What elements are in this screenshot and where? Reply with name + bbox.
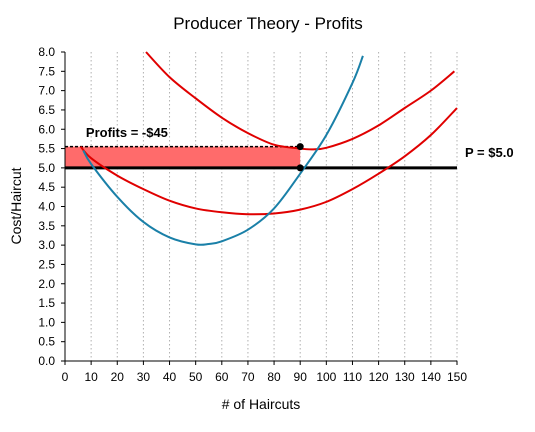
y-tick-label: 1.0 xyxy=(38,315,55,329)
y-tick-label: 6.5 xyxy=(38,103,55,117)
y-tick-label: 5.0 xyxy=(38,161,55,175)
chart-title: Producer Theory - Profits xyxy=(173,14,363,33)
profits-annotation: Profits = -$45 xyxy=(86,125,168,140)
y-tick-label: 3.0 xyxy=(38,238,55,252)
cost-curve-2 xyxy=(79,107,458,216)
y-tick-label: 7.5 xyxy=(38,64,55,78)
price-label: P = $5.0 xyxy=(465,145,514,160)
x-tick-label: 120 xyxy=(369,370,389,384)
x-tick-label: 60 xyxy=(215,370,229,384)
y-tick-label: 3.5 xyxy=(38,219,55,233)
x-tick-label: 100 xyxy=(316,370,336,384)
x-tick-label: 140 xyxy=(421,370,441,384)
x-tick-label: 40 xyxy=(163,370,177,384)
x-tick-label: 130 xyxy=(395,370,415,384)
reference-lines xyxy=(65,145,457,170)
x-tick-label: 150 xyxy=(447,370,467,384)
x-tick-label: 70 xyxy=(241,370,255,384)
x-tick-label: 0 xyxy=(62,370,69,384)
grid xyxy=(90,52,458,361)
y-tick-label: 8.0 xyxy=(38,45,55,59)
y-tick-label: 6.0 xyxy=(38,122,55,136)
cost-curve-3 xyxy=(82,55,364,246)
x-axis-label: # of Haircuts xyxy=(222,396,301,412)
profit-region xyxy=(65,146,301,168)
x-tick-label: 20 xyxy=(111,370,125,384)
y-tick-label: 0.5 xyxy=(38,335,55,349)
x-tick-label: 110 xyxy=(343,370,362,384)
y-tick-label: 0.0 xyxy=(38,354,55,368)
y-tick-label: 4.5 xyxy=(38,180,55,194)
y-tick-label: 7.0 xyxy=(38,84,55,98)
x-tick-label: 90 xyxy=(294,370,308,384)
y-tick-label: 5.5 xyxy=(38,142,55,156)
marked-points xyxy=(296,143,304,172)
axes: 0.0 0.5 1.0 1.5 2.0 2.5 3.0 3.5 4.0 4.5 5.0 5.5 6.0 6… xyxy=(38,45,467,384)
x-tick-label: 80 xyxy=(267,370,281,384)
x-tick-label: 50 xyxy=(189,370,203,384)
x-tick-label: 10 xyxy=(84,370,98,384)
x-tick-label: 30 xyxy=(137,370,151,384)
y-tick-label: 4.0 xyxy=(38,200,55,214)
y-axis-label: Cost/Haircut xyxy=(8,167,24,244)
marked-point xyxy=(296,164,304,172)
y-tick-label: 2.5 xyxy=(38,257,55,271)
chart-labels: Profits = -$45 P = $5.0 xyxy=(86,125,514,160)
marked-point xyxy=(296,143,304,151)
profit-region-layer xyxy=(65,146,301,168)
cost-curve-1 xyxy=(145,51,456,151)
cost-curves xyxy=(79,51,458,246)
y-tick-label: 1.5 xyxy=(38,296,55,310)
y-tick-label: 2.0 xyxy=(38,277,55,291)
